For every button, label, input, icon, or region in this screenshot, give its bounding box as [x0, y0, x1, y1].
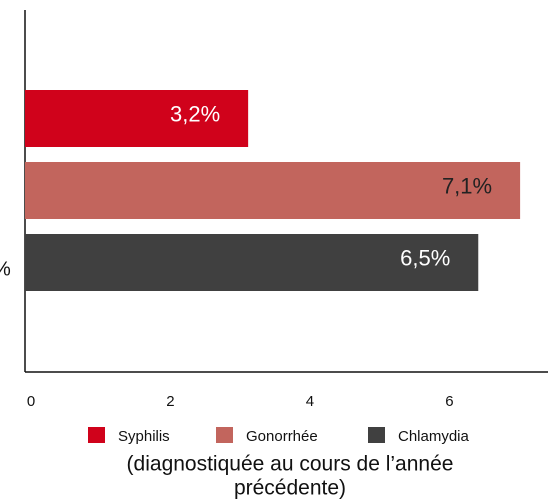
legend-label: Gonorrhée: [246, 428, 318, 445]
note-line: (diagnostiquée au cours de l’année: [127, 453, 454, 476]
data-label: 3,2%: [170, 101, 220, 126]
y-tick-label: %: [0, 258, 11, 280]
x-tick-label: 4: [306, 393, 314, 410]
legend-label: Chlamydia: [398, 428, 470, 445]
note-line: précédente): [234, 477, 346, 500]
legend-label: Syphilis: [118, 428, 170, 445]
bar: [25, 162, 521, 219]
data-label: 7,1%: [442, 173, 492, 198]
bar: [25, 234, 479, 291]
x-tick-label: 6: [445, 393, 453, 410]
data-label: 6,5%: [400, 245, 450, 270]
legend-swatch: [88, 427, 105, 443]
x-tick-label: 2: [166, 393, 174, 410]
bar: [25, 90, 249, 147]
legend-swatch: [216, 427, 233, 443]
legend-swatch: [368, 427, 385, 443]
x-tick-label: 0: [27, 393, 35, 410]
